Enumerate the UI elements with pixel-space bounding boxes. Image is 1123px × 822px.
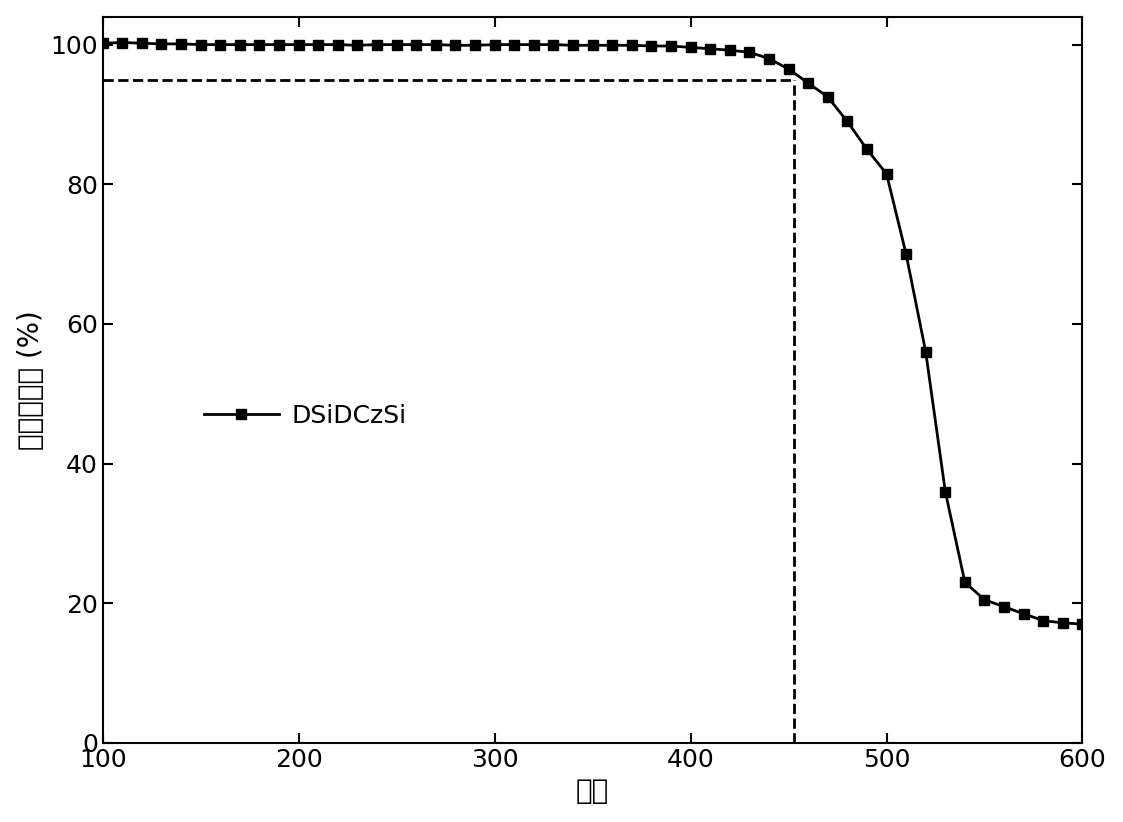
Line: DSiDCzSi: DSiDCzSi [98,38,1087,629]
DSiDCzSi [95,39,109,48]
DSiDCzSi [1076,619,1089,629]
Legend: DSiDCzSi: DSiDCzSi [193,394,417,438]
DSiDCzSi [331,39,345,49]
DSiDCzSi [410,39,423,49]
DSiDCzSi [821,92,834,102]
DSiDCzSi [763,53,776,63]
Y-axis label: 重量保留率 (%): 重量保留率 (%) [17,310,45,450]
DSiDCzSi [1056,618,1069,628]
DSiDCzSi [116,38,129,48]
X-axis label: 温度: 温度 [576,778,609,806]
DSiDCzSi [429,39,442,49]
